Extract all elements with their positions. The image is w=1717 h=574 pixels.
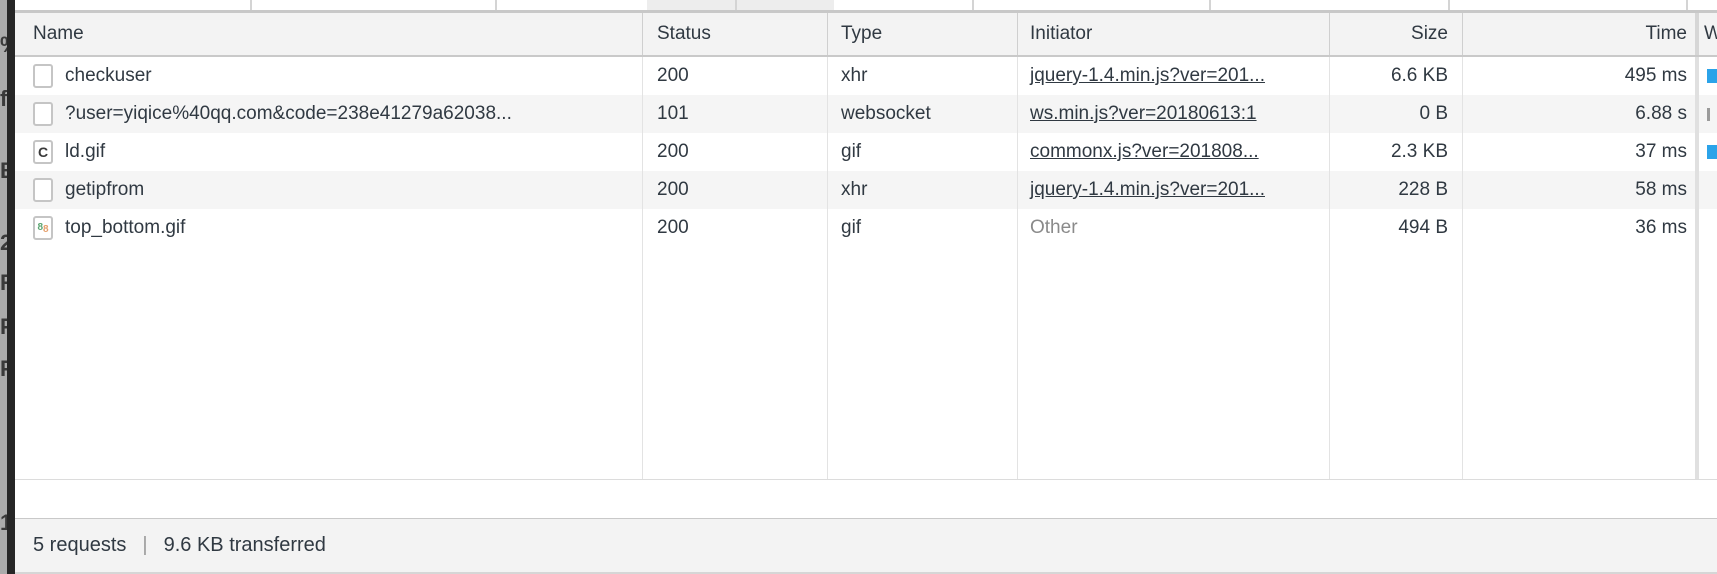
initiator-link[interactable]: jquery-1.4.min.js?ver=201... — [1030, 65, 1265, 86]
overview-gridline — [1448, 0, 1450, 10]
document-icon — [33, 64, 53, 88]
initiator-cell: Other — [1018, 209, 1330, 247]
initiator-cell: ws.min.js?ver=20180613:1 — [1018, 95, 1330, 133]
table-row-getipfrom[interactable]: getipfrom 200 xhr jquery-1.4.min.js?ver=… — [15, 171, 1717, 209]
panel-gap — [15, 480, 1717, 518]
waterfall-bar — [1707, 69, 1717, 83]
overview-gridline — [1686, 0, 1688, 10]
page-fragment: P — [0, 358, 7, 380]
page-behind-strip: % f B 2 R P P 1 — [0, 0, 7, 574]
table-header-row: Name Status Type Initiator Size Time Wat… — [15, 13, 1717, 57]
size-cell: 0 B — [1330, 95, 1463, 133]
name-cell: ?user=yiqice%40qq.com&code=238e41279a620… — [15, 95, 643, 133]
time-cell: 36 ms — [1463, 209, 1699, 247]
size-cell: 228 B — [1330, 171, 1463, 209]
waterfall-cell — [1699, 95, 1717, 133]
column-header-size[interactable]: Size — [1330, 13, 1463, 55]
column-header-status[interactable]: Status — [643, 13, 828, 55]
type-cell: xhr — [828, 57, 1018, 95]
type-cell: xhr — [828, 171, 1018, 209]
overview-gridline — [1209, 0, 1211, 10]
waterfall-cell — [1699, 171, 1717, 209]
page-fragment: 2 — [0, 230, 7, 255]
type-cell: gif — [828, 209, 1018, 247]
size-cell: 6.6 KB — [1330, 57, 1463, 95]
table-row-ld-gif[interactable]: C ld.gif 200 gif commonx.js?ver=201808..… — [15, 133, 1717, 171]
page-fragment: B — [0, 160, 7, 182]
status-cell: 200 — [643, 133, 828, 171]
page-fragment: f — [0, 86, 7, 111]
image-preview-icon: C — [33, 140, 53, 164]
requests-count: 5 requests — [33, 534, 127, 556]
initiator-cell: commonx.js?ver=201808... — [1018, 133, 1330, 171]
initiator-link[interactable]: commonx.js?ver=201808... — [1030, 141, 1259, 162]
initiator-other: Other — [1030, 217, 1078, 238]
status-cell: 200 — [643, 171, 828, 209]
size-cell: 2.3 KB — [1330, 133, 1463, 171]
initiator-cell: jquery-1.4.min.js?ver=201... — [1018, 57, 1330, 95]
page-fragment: % — [0, 34, 7, 56]
name-cell: C ld.gif — [15, 133, 643, 171]
overview-gridline — [735, 0, 737, 10]
type-cell: websocket — [828, 95, 1018, 133]
time-cell: 495 ms — [1463, 57, 1699, 95]
request-name: top_bottom.gif — [65, 217, 186, 238]
time-cell: 37 ms — [1463, 133, 1699, 171]
overview-segment — [647, 0, 834, 10]
column-header-time[interactable]: Time — [1463, 13, 1699, 55]
overview-gridline — [250, 0, 252, 10]
table-row-checkuser[interactable]: checkuser 200 xhr jquery-1.4.min.js?ver=… — [15, 57, 1717, 95]
summary-separator: | — [142, 534, 148, 556]
time-cell: 6.88 s — [1463, 95, 1699, 133]
name-cell: checkuser — [15, 57, 643, 95]
overview-strip[interactable] — [15, 0, 1717, 13]
initiator-link[interactable]: ws.min.js?ver=20180613:1 — [1030, 103, 1257, 124]
column-header-initiator[interactable]: Initiator — [1018, 13, 1330, 55]
column-header-waterfall[interactable]: Waterfall — [1704, 23, 1717, 44]
time-cell: 58 ms — [1463, 171, 1699, 209]
transferred-size: 9.6 KB transferred — [163, 534, 326, 556]
waterfall-bar — [1707, 145, 1717, 159]
request-name: ld.gif — [65, 141, 106, 162]
size-cell: 494 B — [1330, 209, 1463, 247]
waterfall-cell — [1699, 133, 1717, 171]
window-bottom-edge — [15, 572, 1717, 574]
name-cell: getipfrom — [15, 171, 643, 209]
document-icon — [33, 102, 53, 126]
status-cell: 200 — [643, 57, 828, 95]
table-row-websocket[interactable]: ?user=yiqice%40qq.com&code=238e41279a620… — [15, 95, 1717, 133]
overview-gridline — [495, 0, 497, 10]
initiator-cell: jquery-1.4.min.js?ver=201... — [1018, 171, 1330, 209]
page-fragment: 1 — [0, 510, 7, 535]
status-cell: 200 — [643, 209, 828, 247]
column-header-name[interactable]: Name — [15, 13, 643, 55]
network-panel: Name Status Type Initiator Size Time Wat… — [15, 0, 1717, 574]
requests-table: Name Status Type Initiator Size Time Wat… — [15, 13, 1717, 480]
table-empty-area — [15, 247, 1717, 480]
column-header-type[interactable]: Type — [828, 13, 1018, 55]
type-cell: gif — [828, 133, 1018, 171]
request-name: ?user=yiqice%40qq.com&code=238e41279a620… — [65, 103, 512, 124]
summary-bar: 5 requests | 9.6 KB transferred — [15, 518, 1717, 572]
page-fragment: P — [0, 316, 7, 338]
page-fragment: R — [0, 272, 7, 294]
document-icon — [33, 178, 53, 202]
waterfall-cell — [1699, 209, 1717, 247]
window-divider — [7, 0, 15, 574]
waterfall-cell — [1699, 57, 1717, 95]
request-name: getipfrom — [65, 179, 145, 200]
initiator-link[interactable]: jquery-1.4.min.js?ver=201... — [1030, 179, 1265, 200]
status-cell: 101 — [643, 95, 828, 133]
overview-gridline — [972, 0, 974, 10]
request-name: checkuser — [65, 65, 152, 86]
waterfall-tick — [1707, 108, 1710, 121]
